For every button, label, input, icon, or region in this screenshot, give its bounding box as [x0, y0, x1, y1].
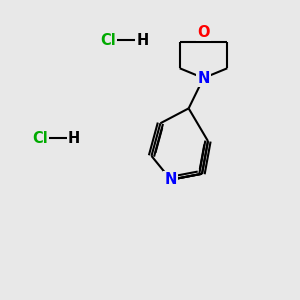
- Text: H: H: [68, 130, 80, 146]
- Text: N: N: [197, 70, 210, 86]
- Text: O: O: [197, 25, 210, 40]
- Text: Cl: Cl: [32, 130, 48, 146]
- Text: H: H: [136, 32, 149, 47]
- Text: N: N: [165, 172, 177, 187]
- Text: Cl: Cl: [100, 32, 116, 47]
